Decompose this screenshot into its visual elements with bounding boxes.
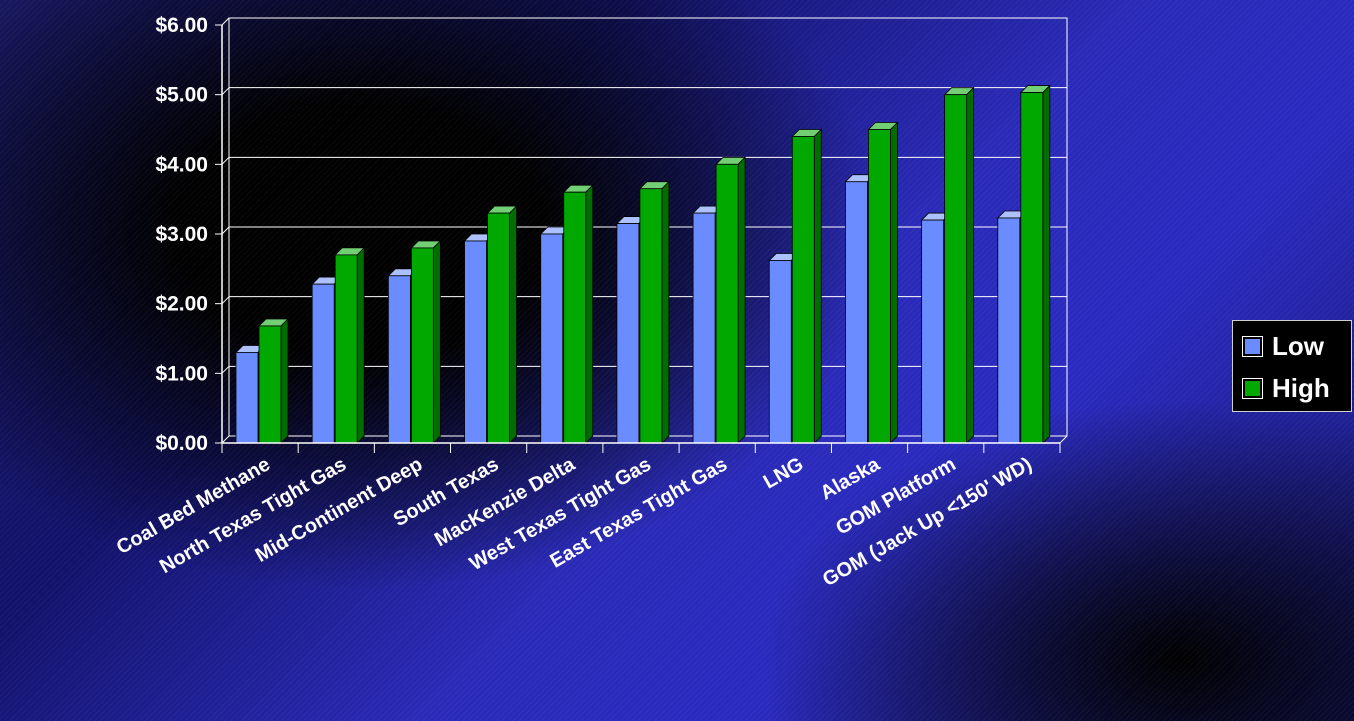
bar-high <box>410 239 442 444</box>
legend-swatch-high <box>1242 377 1263 399</box>
bar-front <box>1020 92 1044 444</box>
gridline-diag <box>221 156 230 165</box>
bar-side <box>585 184 594 444</box>
bar-side <box>890 121 898 444</box>
y-tick-label: $1.00 <box>155 362 208 385</box>
gridline-diag <box>221 17 230 26</box>
bar-side <box>509 205 517 444</box>
bar-side <box>280 317 289 444</box>
y-axis-tick-labels: $0.00 $1.00 $2.00 $3.00 $4.00 $5.00 $6.00 <box>155 14 208 455</box>
bar-front <box>791 136 815 444</box>
legend-item-low: Low <box>1242 330 1324 361</box>
bar-side <box>813 128 822 444</box>
bar-high <box>1019 84 1051 444</box>
bar-front <box>464 240 487 444</box>
bar-front <box>311 283 335 444</box>
bar-front <box>768 260 792 444</box>
bar-side <box>737 156 746 444</box>
y-tick-label: $2.00 <box>155 293 208 316</box>
y-tick-label: $0.00 <box>155 432 208 455</box>
bar-front <box>692 212 716 444</box>
bar-side <box>966 86 975 444</box>
bar-side <box>432 239 441 444</box>
bar-front <box>487 212 510 444</box>
bar-high <box>791 128 823 444</box>
y-tick-label: $3.00 <box>155 223 208 246</box>
bar-high <box>715 156 747 444</box>
bar-front <box>997 217 1021 444</box>
bar-high <box>486 205 518 444</box>
bar-series <box>235 84 1051 444</box>
y-tick-label: $6.00 <box>155 14 208 37</box>
legend-swatch-low <box>1242 335 1263 357</box>
bar-high <box>258 317 289 444</box>
gridline-diag <box>221 226 230 235</box>
bar-high <box>334 246 366 444</box>
y-tick-label: $4.00 <box>155 153 208 176</box>
bar-front <box>410 247 434 444</box>
bar-front <box>387 275 411 444</box>
bar-front <box>540 233 564 444</box>
bar-side <box>1042 84 1051 444</box>
bar-front <box>944 94 968 444</box>
bar-high <box>638 180 670 444</box>
floor-edge <box>1059 435 1068 444</box>
legend-item-high: High <box>1242 372 1330 403</box>
bar-front <box>845 181 868 444</box>
bar-front <box>715 163 739 444</box>
bar-front <box>563 191 587 444</box>
bar-high <box>562 184 594 444</box>
gridline-diag <box>221 365 230 374</box>
bar-front <box>235 352 259 444</box>
bar-high <box>867 121 899 444</box>
bar-side <box>356 246 365 444</box>
gridline-diag <box>221 296 230 305</box>
bar-front <box>921 219 945 444</box>
y-tick-label: $5.00 <box>155 84 208 107</box>
legend-label-low: Low <box>1272 330 1324 361</box>
bar-front <box>639 188 663 444</box>
category-label: LNG <box>760 453 808 493</box>
axes <box>215 24 1068 453</box>
bar-front <box>868 129 891 444</box>
bar-side <box>661 180 670 444</box>
bar-high <box>943 86 975 444</box>
bar-front <box>258 325 282 444</box>
bar-front <box>334 254 358 444</box>
gridline-diag <box>221 435 230 444</box>
legend-label-high: High <box>1272 372 1330 403</box>
gridline-diag <box>221 87 230 96</box>
bar-front <box>616 223 640 444</box>
legend: Low High <box>1232 320 1352 412</box>
